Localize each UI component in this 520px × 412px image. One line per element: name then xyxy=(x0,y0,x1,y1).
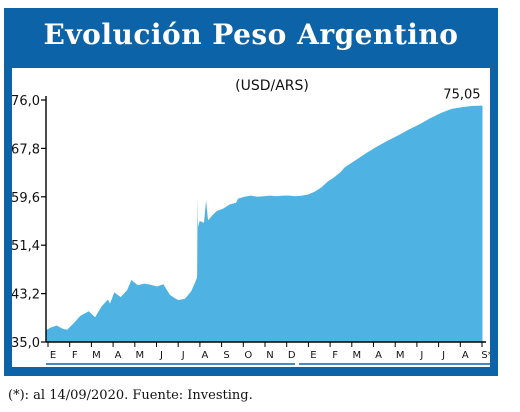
x-tick-label: M xyxy=(92,350,101,361)
plot-panel: (USD/ARS) 76,0 67,8 59,6 51,4 43,2 35,0 E F M A M J J… xyxy=(11,68,493,382)
x-tick-label: J xyxy=(181,350,185,361)
x-tick-label: S xyxy=(223,350,229,361)
chart-frame: Evolución Peso Argentino (USD/ARS) 76,0 67… xyxy=(4,8,498,382)
x-tick-label: E xyxy=(50,350,56,361)
x-tick-label: J xyxy=(441,350,445,361)
chart-subtitle: (USD/ARS) xyxy=(235,78,309,94)
y-tick-label: 67,8 xyxy=(12,142,40,157)
x-tick-label: M xyxy=(352,350,361,361)
y-tick-label: 43,2 xyxy=(12,288,40,303)
chart-svg: (USD/ARS) 76,0 67,8 59,6 51,4 43,2 35,0 E F M A M J J… xyxy=(11,78,493,382)
x-tick-label: A xyxy=(375,350,382,361)
footnote: (*): al 14/09/2020. Fuente: Investing. xyxy=(8,388,253,403)
end-value-label: 75,05 xyxy=(443,88,480,103)
x-tick-label: E xyxy=(310,350,316,361)
x-tick-label: M xyxy=(396,350,405,361)
y-tick-label: 35,0 xyxy=(12,336,40,351)
x-tick-label: A xyxy=(115,350,122,361)
x-tick-label: F xyxy=(332,350,338,361)
x-tick-label: F xyxy=(72,350,78,361)
x-tick-label: S* xyxy=(481,350,490,361)
y-tick-label: 59,6 xyxy=(12,191,40,206)
x-tick-label: N xyxy=(266,350,273,361)
x-tick-label: M xyxy=(135,350,144,361)
series-area xyxy=(46,105,483,342)
y-tick-label: 76,0 xyxy=(12,94,40,109)
x-tick-label: J xyxy=(419,350,423,361)
x-tick-label: J xyxy=(159,350,163,361)
x-tick-label: A xyxy=(201,350,208,361)
x-tick-label: O xyxy=(244,350,252,361)
x-tick-label: D xyxy=(288,350,296,361)
chart-title: Evolución Peso Argentino xyxy=(43,17,459,51)
y-tick-label: 51,4 xyxy=(12,239,40,254)
x-tick-label: A xyxy=(462,350,469,361)
